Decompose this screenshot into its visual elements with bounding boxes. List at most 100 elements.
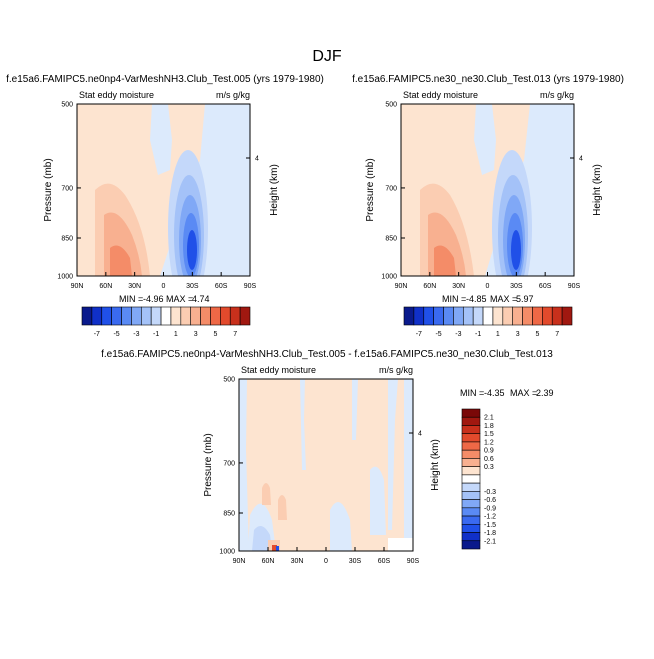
panel-3-subtitle-right: m/s g/kg [379,365,413,375]
panel-3-field [239,379,413,551]
colorbar-box [461,458,481,467]
colorbar-box [101,306,112,326]
x-tick-label: 30N [128,283,141,290]
y-tick-label: 1000 [57,274,73,281]
panel-2-min-value: -4.85 [466,294,487,304]
y2-tick-label: 4 [579,156,583,163]
colorbar-box [461,491,481,500]
panel-2-subtitle-right: m/s g/kg [540,90,574,100]
panel-1-max-label: MAX = [166,294,193,304]
panel-2-ylabel: Pressure (mb) [365,158,376,221]
colorbar-label: 0.3 [484,464,494,471]
x-tick-label: 0 [162,283,166,290]
colorbar-box [91,306,103,326]
x-tick-label: 60S [378,558,391,565]
colorbar-box [111,306,122,326]
panel-2-max-label: MAX = [490,294,517,304]
panel-1-subtitle-right: m/s g/kg [216,90,250,100]
colorbar-box [461,425,481,435]
y-tick-label: 850 [61,235,73,242]
colorbar-box [462,306,474,326]
colorbar-box [131,306,142,326]
x-tick-label: 30S [349,558,362,565]
y-tick-label: 700 [223,460,235,467]
panel-1-min-label: MIN = [119,294,143,304]
colorbar-box [461,482,481,492]
colorbar-box [423,306,434,326]
panel-3-max-label: MAX = [510,388,537,398]
panel-1-min-value: -4.96 [143,294,164,304]
y-tick-label: 500 [385,102,397,109]
colorbar-box [170,306,182,326]
panel-3-max-value: 2.39 [536,388,554,398]
colorbar-label: -1.5 [484,522,496,529]
colorbar-box [160,306,172,326]
y2-tick-label: 4 [418,431,422,438]
colorbar-label: 7 [555,331,559,338]
y-tick-label: 500 [223,377,235,384]
x-tick-label: 60S [215,283,228,290]
colorbar-box [200,306,211,326]
panel-3-title: f.e15a6.FAMIPC5.ne0np4-VarMeshNH3.Club_T… [101,349,553,360]
colorbar-box [482,306,494,326]
y-tick-label: 700 [385,185,397,192]
panel-3-y2label: Height (km) [430,439,441,491]
y-tick-label: 1000 [219,549,235,556]
colorbar-label: 2.1 [484,415,494,422]
colorbar-box [522,306,533,326]
colorbar-label: -2.1 [484,538,496,545]
colorbar-box [472,306,484,326]
colorbar-box [461,515,481,525]
colorbar-label: 1.2 [484,439,494,446]
x-tick-label: 0 [486,283,490,290]
x-tick-label: 60N [99,283,112,290]
x-tick-label: 30S [510,283,523,290]
colorbar-label: -0.9 [484,505,496,512]
colorbar-label: -7 [416,331,422,338]
colorbar-box [229,306,241,326]
colorbar-box [461,408,481,418]
colorbar-label: 3 [194,331,198,338]
colorbar-box [461,523,481,533]
panel-1: f.e15a6.FAMIPC5.ne0np4-VarMeshNH3.Club_T… [6,74,324,338]
x-tick-label: 90S [407,558,420,565]
colorbar-box [492,306,504,326]
colorbar-box [502,306,514,326]
colorbar-label: 5 [535,331,539,338]
y-tick-label: 500 [61,102,73,109]
colorbar-box [190,306,201,326]
x-tick-label: 0 [324,558,328,565]
y-tick-label: 850 [385,235,397,242]
x-tick-label: 30N [291,558,304,565]
colorbar-box [542,306,553,326]
colorbar-box [140,306,152,326]
x-tick-label: 90N [395,283,408,290]
x-tick-label: 60N [262,558,275,565]
x-tick-label: 90N [233,558,246,565]
colorbar-box [220,306,231,326]
x-tick-label: 90S [244,283,257,290]
panel-2-field [401,104,574,276]
panel-3-subtitle-left: Stat eddy moisture [241,365,316,375]
page-title: DJF [312,48,342,65]
panel-1-max-value: 4.74 [192,294,210,304]
colorbar-label: 1 [174,331,178,338]
colorbar-label: -1.2 [484,514,496,521]
panel-3-ylabel: Pressure (mb) [203,433,214,496]
colorbar-box [453,306,464,326]
colorbar-box [461,466,481,476]
colorbar-box [461,532,481,542]
colorbar-label: 1.5 [484,431,494,438]
panel-1-y2label: Height (km) [269,164,280,216]
colorbar-box [561,306,573,326]
panel-3: f.e15a6.FAMIPC5.ne0np4-VarMeshNH3.Club_T… [101,349,553,565]
colorbar-label: -1.8 [484,530,496,537]
y-tick-label: 850 [223,510,235,517]
colorbar-label: 0.6 [484,456,494,463]
colorbar-box [180,306,192,326]
y-tick-label: 1000 [381,274,397,281]
colorbar-label: -5 [435,331,441,338]
y-tick-label: 700 [61,185,73,192]
colorbar-box [461,416,481,426]
